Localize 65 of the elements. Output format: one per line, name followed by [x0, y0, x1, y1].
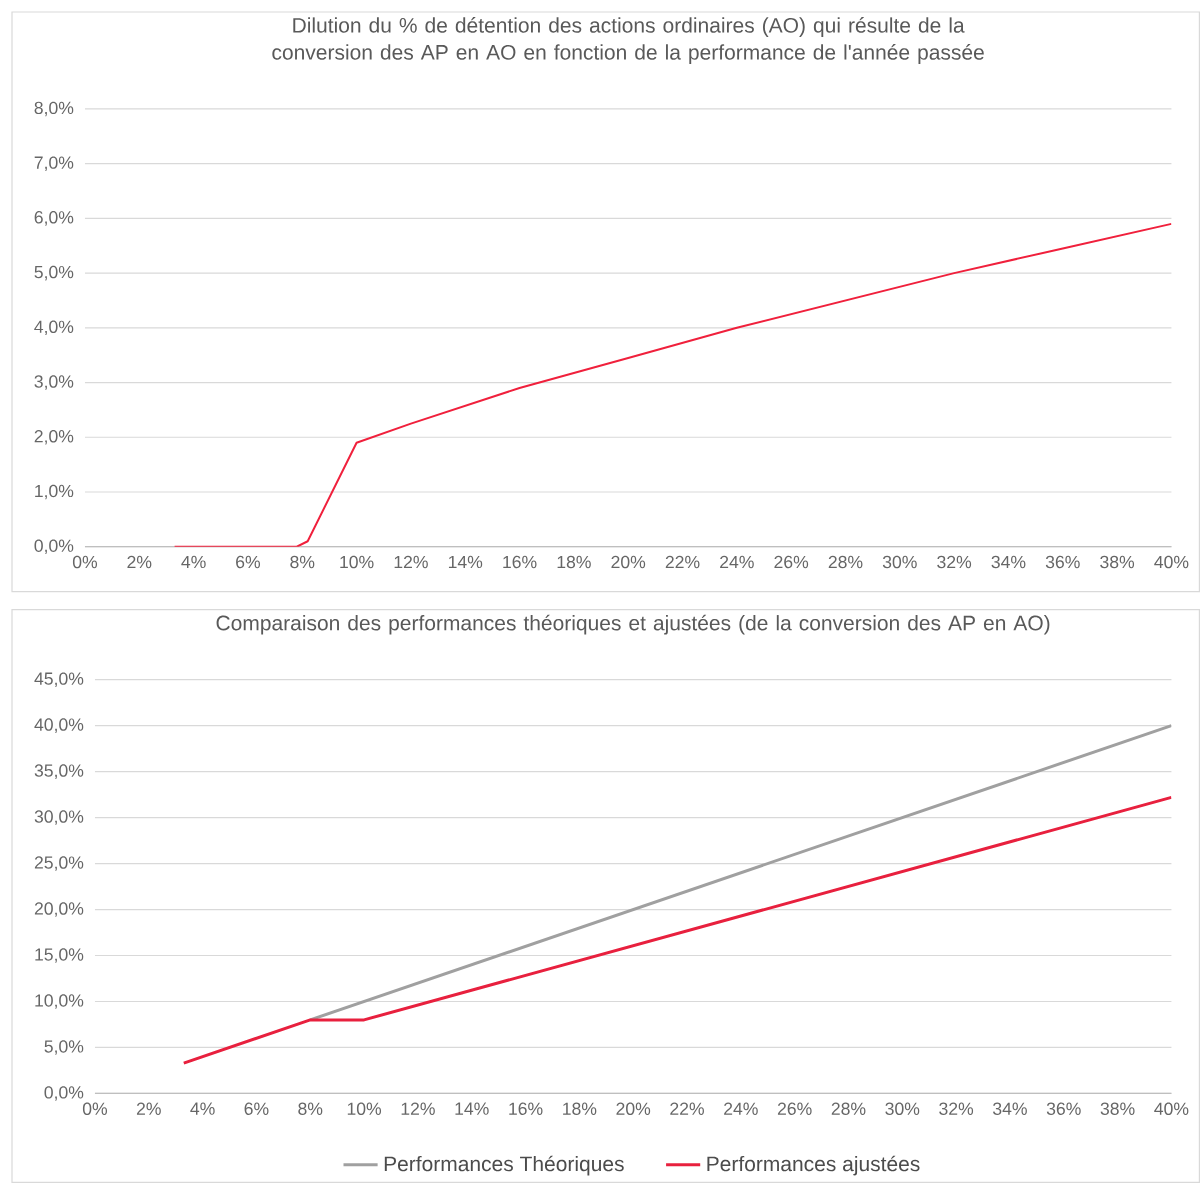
- y-tick-label: 40,0%: [34, 718, 84, 733]
- legend-label: Performances ajustées: [707, 1155, 920, 1176]
- y-tick-label: 1,0%: [35, 484, 74, 500]
- chart-title: Comparaison des performances théoriques et ajustées (de la conversion des AP en AO): [216, 614, 1050, 635]
- x-tick-label: 32%: [939, 1102, 974, 1115]
- x-tick-label: 22%: [665, 555, 700, 569]
- y-tick-label: 3,0%: [34, 375, 74, 390]
- x-tick-label: 36%: [1046, 1102, 1081, 1115]
- x-tick-label: 40%: [1154, 1102, 1189, 1115]
- x-tick-label: 26%: [777, 1102, 812, 1115]
- x-tick-label: 12%: [394, 555, 428, 569]
- y-tick-label: 25,0%: [34, 856, 84, 871]
- x-tick-label: 6%: [244, 1102, 269, 1115]
- x-tick-label: 0%: [72, 555, 98, 569]
- x-tick-label: 2%: [127, 555, 152, 569]
- x-tick-label: 32%: [937, 555, 972, 569]
- y-tick-label: 5,0%: [34, 265, 74, 281]
- y-tick-label: 0,0%: [44, 1086, 84, 1101]
- y-tick-label: 35,0%: [34, 764, 84, 779]
- x-tick-label: 8%: [298, 1102, 323, 1115]
- y-tick-label: 5,0%: [44, 1040, 84, 1055]
- x-tick-label: 40%: [1154, 555, 1189, 569]
- y-tick-label: 30,0%: [34, 810, 84, 825]
- x-tick-label: 0%: [82, 1102, 108, 1115]
- x-tick-label: 36%: [1045, 555, 1080, 569]
- y-tick-label: 4,0%: [34, 320, 74, 336]
- x-tick-label: 2%: [136, 1102, 161, 1115]
- x-tick-label: 24%: [724, 1102, 758, 1115]
- x-tick-label: 8%: [290, 555, 315, 569]
- y-tick-label: 6,0%: [34, 211, 74, 226]
- x-tick-label: 16%: [509, 1102, 543, 1115]
- x-tick-label: 24%: [720, 555, 754, 569]
- x-tick-label: 16%: [503, 555, 537, 569]
- x-tick-label: 12%: [401, 1102, 435, 1115]
- y-tick-label: 45,0%: [34, 672, 84, 687]
- x-tick-label: 18%: [557, 555, 591, 569]
- x-tick-label: 38%: [1100, 1102, 1135, 1115]
- x-tick-label: 34%: [993, 1102, 1027, 1115]
- x-tick-label: 26%: [774, 555, 809, 569]
- x-tick-label: 20%: [611, 555, 646, 569]
- y-tick-label: 15,0%: [35, 948, 84, 963]
- x-tick-label: 4%: [181, 555, 206, 569]
- x-tick-label: 20%: [616, 1102, 651, 1115]
- x-tick-label: 6%: [236, 555, 261, 569]
- x-tick-label: 34%: [991, 555, 1026, 569]
- x-tick-label: 30%: [885, 1102, 920, 1115]
- y-tick-label: 0,0%: [34, 539, 74, 554]
- x-tick-label: 28%: [828, 555, 863, 569]
- y-tick-label: 2,0%: [34, 430, 74, 445]
- x-tick-label: 28%: [831, 1102, 866, 1115]
- x-tick-label: 22%: [670, 1102, 704, 1115]
- x-tick-label: 14%: [455, 1102, 489, 1115]
- y-tick-label: 10,0%: [35, 994, 84, 1009]
- x-tick-label: 10%: [347, 1102, 382, 1115]
- y-tick-label: 20,0%: [34, 902, 84, 917]
- chart-title: Dilution du % de détention des actions ordinaires (AO) qui résulte de la conversion des AP en AO en fonction de la performance de l'année passée: [272, 17, 984, 64]
- y-tick-label: 8,0%: [34, 101, 74, 117]
- x-tick-label: 10%: [340, 555, 374, 569]
- x-tick-label: 14%: [448, 555, 483, 569]
- x-tick-label: 18%: [563, 1102, 597, 1115]
- y-tick-label: 7,0%: [34, 156, 74, 171]
- x-tick-label: 30%: [882, 555, 917, 569]
- x-tick-label: 4%: [190, 1102, 215, 1115]
- legend-label: Performances Théoriques: [384, 1155, 624, 1176]
- x-tick-label: 38%: [1100, 555, 1135, 569]
